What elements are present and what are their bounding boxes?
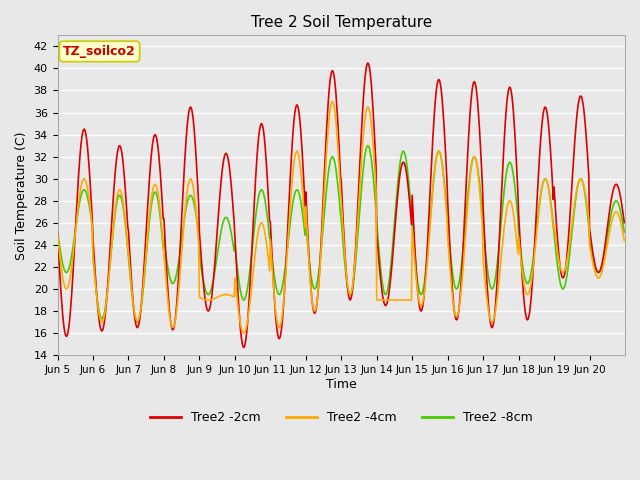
Title: Tree 2 Soil Temperature: Tree 2 Soil Temperature (251, 15, 432, 30)
Legend: Tree2 -2cm, Tree2 -4cm, Tree2 -8cm: Tree2 -2cm, Tree2 -4cm, Tree2 -8cm (145, 406, 538, 429)
X-axis label: Time: Time (326, 378, 356, 391)
Text: TZ_soilco2: TZ_soilco2 (63, 45, 136, 58)
Y-axis label: Soil Temperature (C): Soil Temperature (C) (15, 131, 28, 260)
